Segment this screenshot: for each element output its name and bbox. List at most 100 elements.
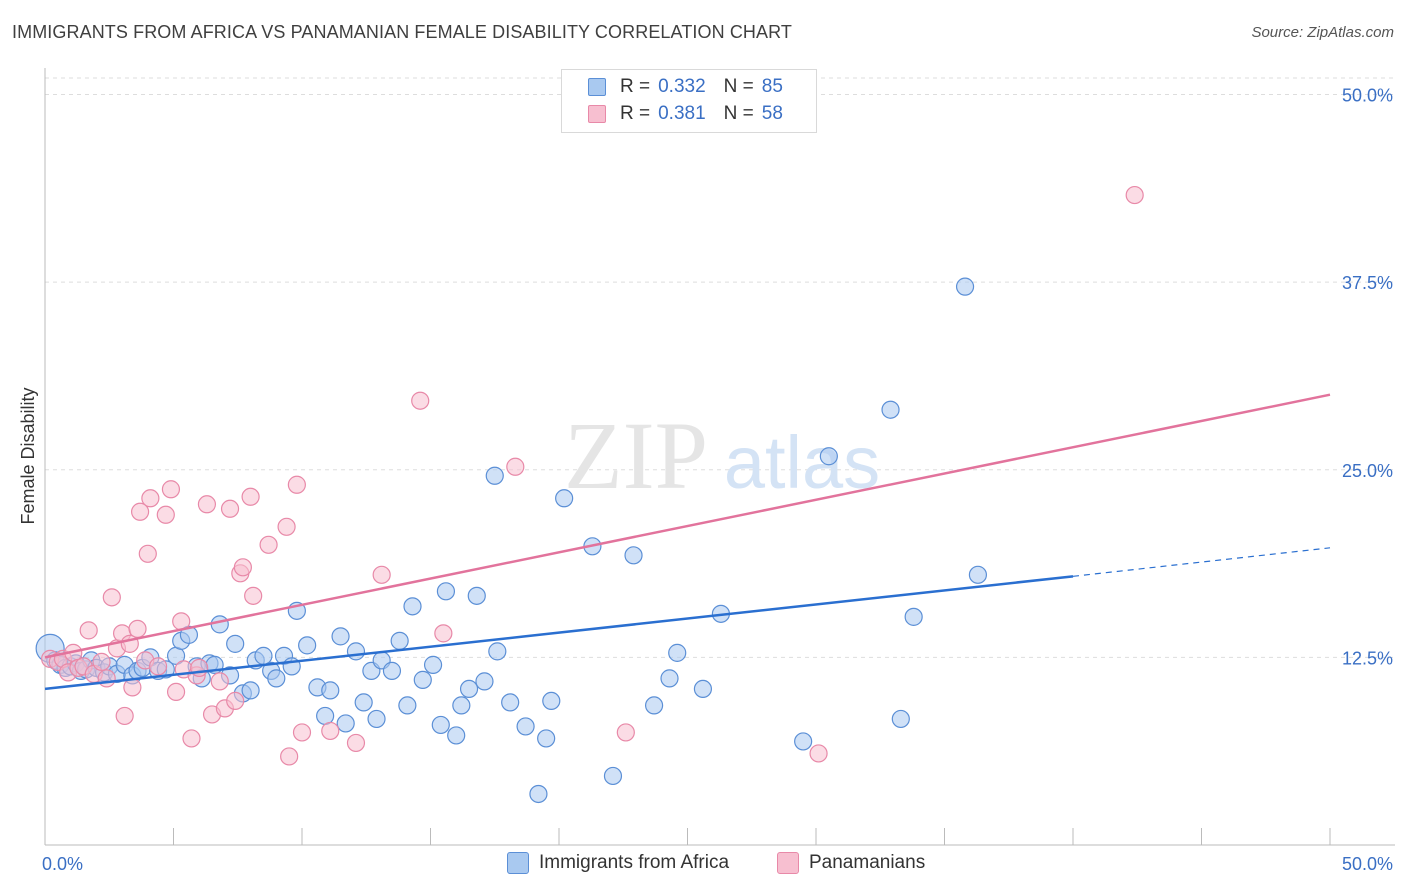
africa-point	[555, 489, 574, 508]
africa-point	[354, 693, 373, 712]
africa-point	[693, 679, 713, 698]
africa-point	[891, 709, 910, 729]
africa-point	[179, 625, 199, 644]
axes	[44, 68, 1395, 846]
series-legend: Immigrants from Africa Panamanians	[0, 852, 1406, 876]
africa-point	[968, 565, 988, 584]
legend-r-value: 0.332	[658, 76, 706, 97]
y-tick-labels: 12.5% 25.0% 37.5% 50.0%	[1342, 86, 1393, 669]
panamanian-point	[292, 723, 312, 742]
panamanian-point	[616, 723, 635, 742]
panamanian-point	[244, 586, 263, 605]
africa-point	[542, 691, 561, 711]
legend-n-value: 85	[761, 76, 783, 97]
legend-swatch-africa	[588, 78, 606, 96]
africa-point	[475, 672, 494, 691]
stats-legend: R = 0.332 N = 85 R = 0.381 N = 58	[561, 69, 817, 133]
panamanian-point	[226, 691, 245, 711]
africa-point	[516, 717, 535, 736]
africa-point	[267, 669, 286, 688]
panamanian-point	[321, 721, 340, 741]
africa-point	[529, 784, 548, 804]
y-tick-label: 37.5%	[1342, 273, 1393, 293]
africa-point	[668, 643, 687, 662]
y-tick-label: 50.0%	[1342, 86, 1393, 106]
trend-line-africa	[44, 575, 1074, 691]
africa-point	[431, 715, 450, 735]
africa-point	[459, 679, 479, 698]
panamanian-point	[161, 480, 181, 499]
africa-point	[501, 693, 520, 712]
watermark: ZIP atlas	[564, 402, 880, 509]
legend-label-panamanian: Panamanians	[809, 852, 926, 873]
trend-lines	[44, 393, 1331, 691]
africa-point	[403, 597, 422, 616]
legend-r-label: R =	[620, 76, 651, 97]
africa-point	[467, 586, 486, 605]
panamanian-point	[128, 619, 147, 638]
africa-point	[485, 466, 504, 485]
legend-swatch-panamanian	[588, 105, 606, 123]
trend-line-panamanian	[44, 393, 1331, 659]
panamanian-point	[233, 558, 252, 577]
panamanian-point	[97, 669, 116, 688]
africa-point	[336, 714, 355, 733]
panamanian-point	[156, 505, 175, 524]
x-tick-label-min: 0.0%	[42, 854, 83, 874]
panamanian-point	[1125, 185, 1144, 205]
africa-point	[660, 669, 679, 688]
legend-n-value: 58	[761, 103, 783, 124]
trend-line-africa-extension	[1072, 547, 1331, 577]
panamanian-point	[241, 487, 260, 506]
panamanian-point	[506, 457, 525, 476]
legend-r-value: 0.381	[658, 103, 706, 124]
panamanian-point	[411, 391, 430, 410]
africa-point	[423, 655, 443, 674]
africa-point	[331, 627, 350, 646]
africa-point	[346, 642, 366, 661]
legend-row-africa: R = 0.332 N = 85	[588, 76, 783, 98]
y-tick-label: 12.5%	[1342, 648, 1393, 668]
panamanian-point	[220, 499, 240, 518]
legend-item-africa[interactable]: Immigrants from Africa	[507, 852, 729, 874]
x-tick-label-max: 50.0%	[1342, 854, 1393, 874]
panamanian-point	[138, 544, 157, 563]
africa-point	[819, 447, 838, 466]
panamanian-point	[92, 652, 111, 671]
x-tick-labels: 0.0% 50.0%	[42, 854, 1393, 874]
source-credit: Source: ZipAtlas.com	[1251, 24, 1394, 41]
panamanian-point	[809, 744, 828, 763]
panamanian-point	[115, 706, 134, 726]
africa-point	[488, 642, 507, 661]
africa-point	[226, 634, 245, 653]
panamanian-point	[287, 475, 306, 494]
africa-point	[624, 546, 643, 565]
africa-point	[413, 670, 432, 689]
panamanian-point	[123, 678, 142, 697]
africa-point	[955, 277, 975, 296]
legend-swatch-panamanian	[777, 852, 799, 874]
panamanian-point	[259, 535, 278, 554]
africa-point	[447, 726, 466, 745]
panamanian-point	[277, 517, 296, 536]
panamanian-point	[130, 502, 150, 521]
chart-title: IMMIGRANTS FROM AFRICA VS PANAMANIAN FEM…	[12, 22, 792, 42]
panamanian-point	[372, 565, 391, 584]
legend-swatch-africa	[507, 852, 529, 874]
series-africa-points	[35, 277, 988, 804]
legend-item-panamanian[interactable]: Panamanians	[777, 852, 925, 874]
legend-n-label: N =	[723, 76, 754, 97]
africa-point	[794, 732, 813, 751]
africa-point	[321, 681, 340, 700]
legend-label-africa: Immigrants from Africa	[539, 852, 730, 873]
panamanian-point	[102, 588, 121, 607]
panamanian-point	[79, 621, 98, 640]
panamanian-point	[182, 729, 201, 748]
watermark-atlas: atlas	[724, 421, 880, 504]
africa-point	[436, 582, 456, 601]
africa-point	[382, 661, 402, 680]
legend-n-label: N =	[723, 103, 754, 124]
africa-point	[298, 636, 317, 655]
africa-point	[390, 631, 409, 650]
